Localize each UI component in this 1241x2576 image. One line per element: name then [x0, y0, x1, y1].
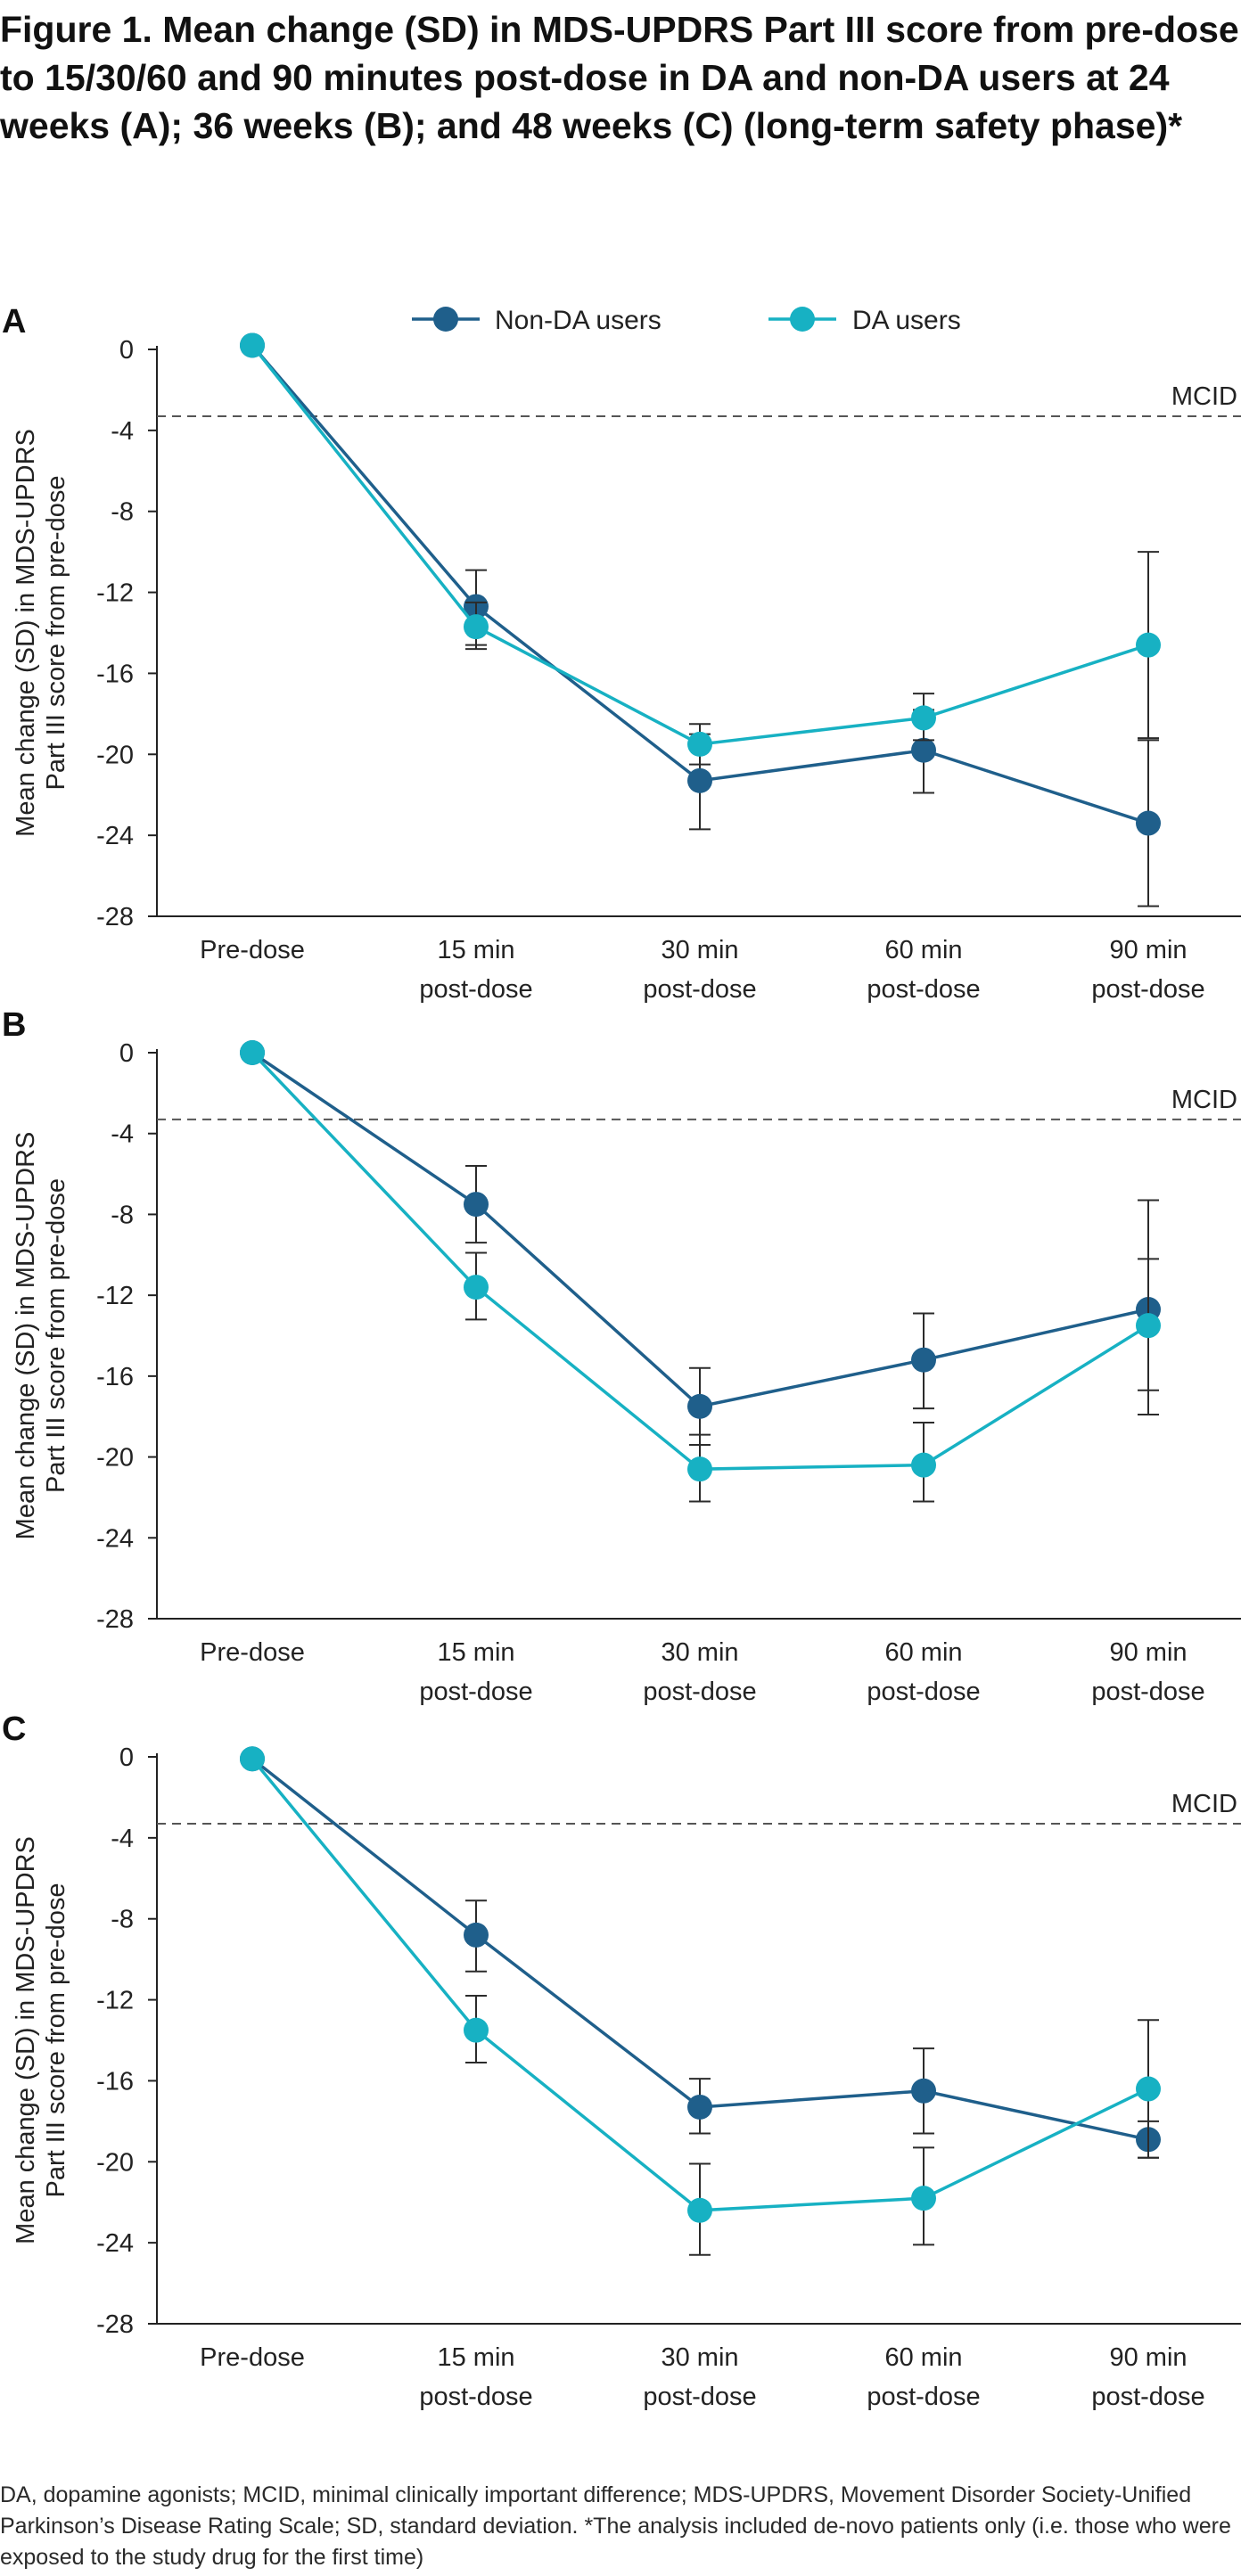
x-tick-label: Pre-dose — [200, 936, 305, 964]
data-point — [911, 1452, 936, 1478]
data-point — [687, 2197, 712, 2223]
y-tick-label: -24 — [96, 822, 134, 850]
x-tick-label: 60 min post-dose — [867, 2343, 980, 2411]
x-tick-label: 90 min post-dose — [1091, 1638, 1204, 1706]
data-point — [464, 1192, 489, 1218]
series-line — [251, 1051, 1149, 1408]
x-tick-label: 15 min post-dose — [419, 2343, 532, 2411]
data-point — [1136, 632, 1161, 658]
data-point — [464, 2017, 489, 2043]
x-tick-label: Pre-dose — [200, 1638, 305, 1667]
data-point — [240, 1746, 265, 1772]
y-tick-label: -20 — [96, 2148, 134, 2177]
data-point — [911, 705, 936, 731]
panel-letter: A — [2, 303, 26, 340]
y-tick-label: -28 — [96, 903, 134, 931]
data-point — [687, 1393, 712, 1419]
data-point — [911, 2078, 936, 2104]
series-da — [240, 332, 1161, 766]
x-tick-label: 30 min post-dose — [643, 2343, 756, 2411]
y-axis-title: Mean change (SD) in MDS-UPDRSPart III sc… — [12, 1132, 70, 1540]
y-tick-label: -24 — [96, 1524, 134, 1553]
data-point — [1136, 1313, 1161, 1339]
y-tick-label: -8 — [111, 1201, 134, 1229]
legend: Non-DA users DA users — [412, 306, 961, 335]
x-tick-label: 60 min post-dose — [867, 936, 980, 1004]
legend-entry: Non-DA users — [412, 306, 662, 335]
x-tick-label: 15 min post-dose — [419, 936, 532, 1004]
y-tick-label: -8 — [111, 1906, 134, 1934]
series-da — [240, 1040, 1161, 1503]
y-tick-label: -4 — [111, 1120, 134, 1149]
x-tick-label: 30 min post-dose — [643, 1638, 756, 1706]
data-point — [911, 737, 936, 763]
y-tick-label: -12 — [96, 1987, 134, 2015]
y-tick-label: -16 — [96, 1363, 134, 1391]
data-point — [687, 1456, 712, 1482]
x-tick-label: 90 min post-dose — [1091, 2343, 1204, 2411]
y-tick-label: -16 — [96, 660, 134, 688]
series-line — [251, 1758, 1149, 2212]
data-point — [464, 614, 489, 640]
panel-b: B Mean change (SD) in MDS-UPDRSPart III s… — [2, 1006, 1241, 1706]
y-axis-title: Mean change (SD) in MDS-UPDRSPart III sc… — [12, 429, 70, 837]
data-point — [1136, 810, 1161, 836]
footnote: DA, dopamine agonists; MCID, minimal cli… — [0, 2482, 1231, 2570]
y-tick-label: -28 — [96, 2310, 134, 2339]
y-tick-label: -16 — [96, 2067, 134, 2096]
data-point — [911, 1347, 936, 1373]
y-tick-label: -24 — [96, 2229, 134, 2258]
series-non-da — [240, 332, 1161, 907]
x-tick-label: Pre-dose — [200, 2343, 305, 2372]
panel-a: A Mean change (SD) in MDS-UPDRSPart III s… — [2, 303, 1241, 1004]
legend-entry: DA users — [768, 306, 961, 335]
y-axis-title: Mean change (SD) in MDS-UPDRSPart III sc… — [12, 1836, 70, 2244]
x-tick-label: 60 min post-dose — [867, 1638, 980, 1706]
series-non-da — [240, 1746, 1161, 2159]
x-tick-label: 90 min post-dose — [1091, 936, 1204, 1004]
y-tick-label: -12 — [96, 579, 134, 608]
data-point — [240, 332, 265, 358]
data-point — [687, 767, 712, 793]
x-tick-label: 30 min post-dose — [643, 936, 756, 1004]
data-point — [464, 1922, 489, 1948]
data-point — [687, 2094, 712, 2120]
panel-c: C Mean change (SD) in MDS-UPDRSPart III s… — [2, 1710, 1241, 2411]
x-tick-label: 15 min post-dose — [419, 1638, 532, 1706]
y-tick-label: -8 — [111, 498, 134, 527]
panel-letter: C — [2, 1710, 26, 1748]
y-tick-label: -20 — [96, 1444, 134, 1473]
legend-label: DA users — [852, 306, 961, 335]
data-point — [464, 1275, 489, 1300]
mcid-label: MCID — [1171, 382, 1237, 411]
y-tick-label: 0 — [119, 1743, 134, 1772]
legend-label: Non-DA users — [495, 306, 662, 335]
panel-letter: B — [2, 1006, 26, 1044]
y-tick-label: 0 — [119, 1039, 134, 1068]
y-tick-label: 0 — [119, 336, 134, 365]
mcid-label: MCID — [1171, 1086, 1237, 1114]
data-point — [687, 731, 712, 757]
y-tick-label: -12 — [96, 1282, 134, 1310]
figure-title: Figure 1. Mean change (SD) in MDS-UPDRS … — [0, 9, 1239, 146]
data-point — [911, 2186, 936, 2211]
y-tick-label: -4 — [111, 1825, 134, 1853]
data-point — [1136, 2076, 1161, 2102]
series-da — [240, 1746, 1161, 2256]
y-tick-label: -20 — [96, 741, 134, 769]
data-point — [240, 1040, 265, 1065]
mcid-label: MCID — [1171, 1790, 1237, 1818]
y-tick-label: -4 — [111, 417, 134, 446]
figure-chart: A Mean change (SD) in MDS-UPDRSPart III s… — [2, 303, 1241, 2411]
series-non-da — [240, 1040, 1161, 1446]
series-line — [251, 344, 1149, 746]
legend-marker — [433, 307, 458, 332]
legend-marker — [790, 307, 815, 332]
y-tick-label: -28 — [96, 1605, 134, 1634]
